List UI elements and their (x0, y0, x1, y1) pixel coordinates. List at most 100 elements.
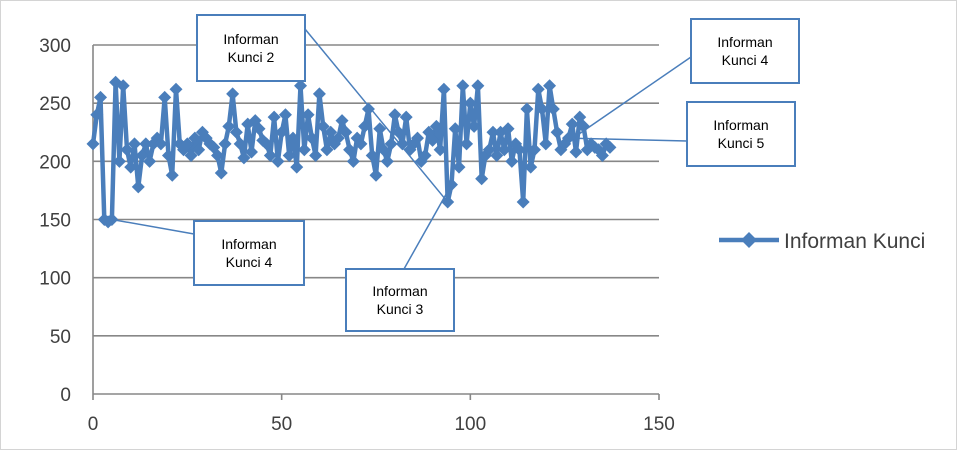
x-tick-label-100: 100 (454, 414, 486, 435)
callout-box (686, 101, 796, 167)
data-point (475, 172, 489, 186)
callout-text-line1: Informan (221, 236, 276, 252)
data-point (154, 137, 168, 151)
data-point (222, 119, 236, 133)
data-point (309, 149, 323, 163)
data-point (86, 137, 100, 151)
data-point (267, 110, 281, 124)
data-point (437, 82, 451, 96)
y-tick-label-0: 0 (60, 385, 71, 406)
data-point (482, 143, 496, 157)
data-point (301, 108, 315, 122)
data-point (116, 79, 130, 93)
callout-text-line1: Informan (372, 283, 427, 299)
data-point (143, 154, 157, 168)
x-tick-label-0: 0 (88, 414, 99, 435)
data-point (527, 143, 541, 157)
data-point (546, 102, 560, 116)
data-point (128, 137, 142, 151)
data-point (531, 82, 545, 96)
data-point (158, 90, 172, 104)
data-point (448, 122, 462, 136)
data-point (286, 131, 300, 145)
callouts: Informan Kunci 2 Informan Kunci 4 Informan Ku… (111, 14, 800, 332)
data-point (550, 125, 564, 139)
data-point (294, 79, 308, 93)
data-point (120, 143, 134, 157)
data-point (180, 137, 194, 151)
data-point (275, 125, 289, 139)
callout-box (345, 268, 455, 332)
legend-marker-diamond (741, 232, 757, 248)
data-point (124, 160, 138, 174)
callout-leader-line (568, 137, 688, 142)
y-tick-label-200: 200 (39, 152, 71, 173)
data-point (512, 143, 526, 157)
data-point (135, 149, 149, 163)
callout-box (193, 220, 305, 286)
data-point (346, 154, 360, 168)
data-point (260, 137, 274, 151)
data-point (365, 149, 379, 163)
y-tick-label-150: 150 (39, 211, 71, 232)
data-point (535, 102, 549, 116)
data-point (161, 149, 175, 163)
data-point (497, 143, 511, 157)
callout-box (196, 14, 306, 82)
data-point (263, 149, 277, 163)
data-point (192, 143, 206, 157)
callout-text-line1: Informan (713, 117, 768, 133)
data-point (184, 149, 198, 163)
data-point (278, 108, 292, 122)
data-point (297, 143, 311, 157)
data-point (165, 168, 179, 182)
data-point (388, 108, 402, 122)
data-point (94, 90, 108, 104)
data-point (112, 154, 126, 168)
data-point (226, 87, 240, 101)
data-point (244, 145, 258, 159)
data-point (463, 96, 477, 110)
callout-text-line2: Kunci 5 (718, 135, 765, 151)
callout-leader-line (403, 184, 453, 270)
gridlines (93, 44, 659, 337)
data-point (237, 151, 251, 165)
data-point (188, 131, 202, 145)
y-tick-label-300: 300 (39, 36, 71, 57)
data-point (577, 119, 591, 133)
data-point (316, 119, 330, 133)
data-point (471, 79, 485, 93)
data-point (320, 143, 334, 157)
data-point (358, 119, 372, 133)
data-point (539, 137, 553, 151)
callout-text-line2: Kunci 4 (722, 52, 769, 68)
data-point (516, 195, 530, 209)
data-point (490, 149, 504, 163)
data-point (467, 119, 481, 133)
data-point (139, 137, 153, 151)
callout-leader-line (564, 56, 692, 145)
data-point (486, 125, 500, 139)
data-point (339, 125, 353, 139)
data-point (131, 180, 145, 194)
data-point (90, 108, 104, 122)
data-point (252, 122, 266, 136)
data-point (429, 119, 443, 133)
data-point (229, 125, 243, 139)
data-point (211, 149, 225, 163)
callout-text-line2: Kunci 3 (377, 301, 424, 317)
data-point (361, 102, 375, 116)
data-point (426, 133, 440, 147)
axes: 0 50 100 150 200 250 300 0 50 100 150 (39, 36, 675, 435)
data-point (271, 154, 285, 168)
series-informan-kunci (86, 75, 617, 229)
data-point (373, 122, 387, 136)
data-point (305, 131, 319, 145)
data-point (233, 137, 247, 151)
data-point (169, 82, 183, 96)
callout-text-line2: Kunci 2 (228, 49, 275, 65)
data-point (290, 160, 304, 174)
data-point (460, 137, 474, 151)
